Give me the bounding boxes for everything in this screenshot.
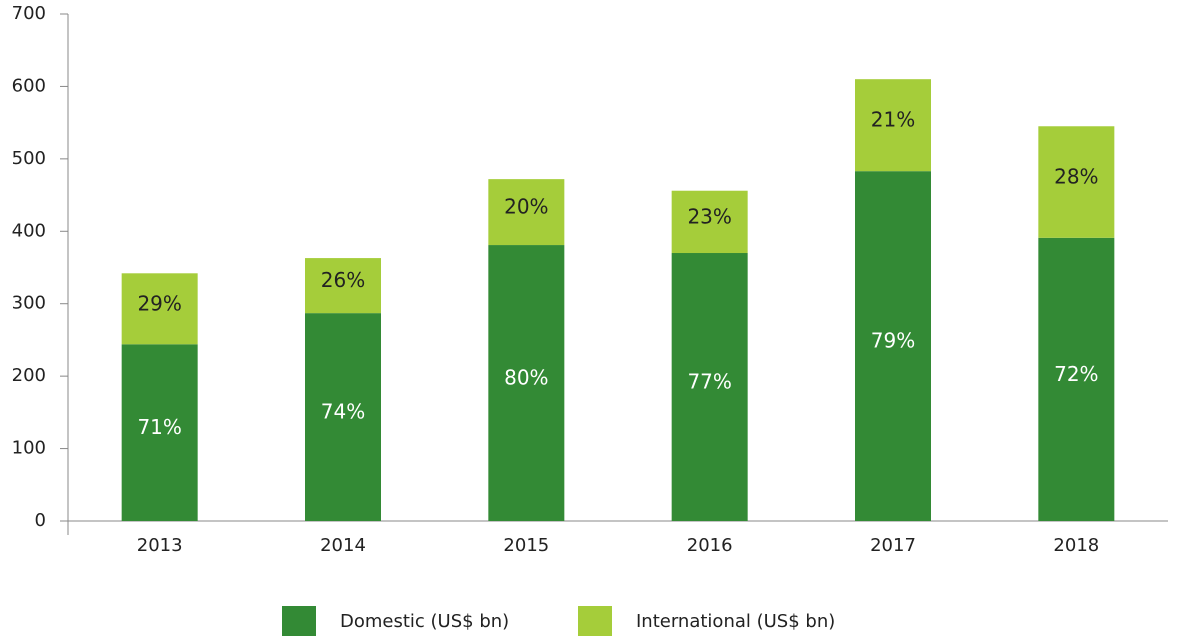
bar-segment: [855, 171, 931, 522]
y-tick-label: 400: [12, 220, 46, 241]
y-tick-label: 0: [35, 510, 46, 531]
bar-segment: [488, 179, 565, 246]
data-label: 26%: [321, 268, 365, 292]
legend-label: International (US$ bn): [636, 611, 835, 632]
y-tick-label: 300: [12, 293, 46, 314]
data-label: 77%: [687, 370, 731, 394]
x-tick-label: 2013: [137, 535, 183, 556]
x-tick-label: 2014: [320, 535, 366, 556]
legend-label: Domestic (US$ bn): [340, 611, 509, 632]
data-label: 71%: [137, 415, 181, 439]
x-tick-label: 2015: [503, 535, 549, 556]
bar-segment: [671, 253, 748, 521]
y-tick-label: 100: [12, 438, 46, 459]
bar-segment: [305, 258, 381, 314]
x-tick-label: 2016: [687, 535, 733, 556]
data-label: 74%: [321, 400, 365, 424]
bar-segment: [121, 344, 198, 521]
data-label: 28%: [1054, 165, 1098, 189]
data-label: 23%: [687, 204, 731, 228]
data-label: 21%: [871, 108, 915, 132]
bar-segment: [671, 190, 748, 254]
bar-segment: [305, 313, 381, 521]
bar-segment: [121, 273, 198, 345]
bar-segment: [488, 245, 565, 521]
legend-swatch: [578, 606, 612, 636]
data-label: 80%: [504, 366, 548, 390]
y-tick-label: 200: [12, 365, 46, 386]
x-tick-label: 2018: [1053, 535, 1099, 556]
data-label: 72%: [1054, 362, 1098, 386]
bar-segment: [1038, 237, 1115, 521]
y-tick-label: 600: [12, 75, 46, 96]
data-label: 29%: [137, 291, 181, 315]
data-label: 79%: [871, 329, 915, 353]
x-tick-label: 2017: [870, 535, 916, 556]
data-label: 20%: [504, 195, 548, 219]
legend-swatch: [282, 606, 316, 636]
y-tick-label: 700: [12, 3, 46, 24]
bar-segment: [1038, 126, 1115, 238]
y-tick-label: 500: [12, 148, 46, 169]
bar-segment: [855, 79, 931, 172]
